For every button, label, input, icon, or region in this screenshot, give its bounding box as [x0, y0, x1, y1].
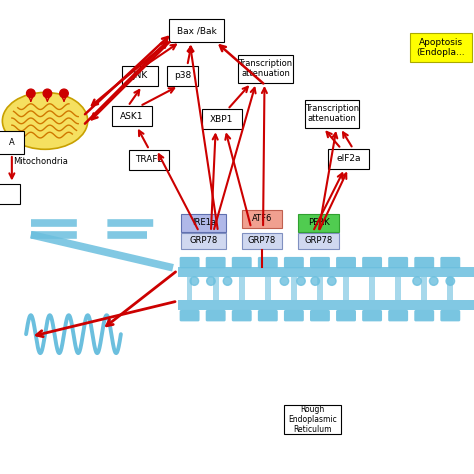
- Bar: [112, 106, 152, 126]
- Bar: [178, 267, 474, 277]
- Bar: [299, 233, 338, 249]
- Bar: [129, 150, 170, 170]
- Text: Transcription
attenuation: Transcription attenuation: [305, 104, 359, 123]
- Text: A: A: [9, 138, 15, 147]
- Text: GRP78: GRP78: [304, 237, 333, 245]
- Bar: [343, 277, 349, 300]
- Bar: [369, 277, 375, 300]
- Circle shape: [429, 277, 438, 285]
- Circle shape: [297, 277, 305, 285]
- Circle shape: [190, 277, 199, 285]
- FancyBboxPatch shape: [414, 257, 434, 268]
- FancyBboxPatch shape: [440, 257, 460, 268]
- Bar: [122, 66, 157, 86]
- Bar: [395, 277, 401, 300]
- Text: IRE1a: IRE1a: [192, 219, 216, 227]
- Text: ASK1: ASK1: [120, 112, 144, 120]
- Bar: [181, 214, 227, 232]
- FancyBboxPatch shape: [180, 257, 200, 268]
- Circle shape: [60, 89, 68, 98]
- Bar: [242, 210, 282, 228]
- FancyBboxPatch shape: [388, 257, 408, 268]
- FancyBboxPatch shape: [258, 257, 278, 268]
- FancyBboxPatch shape: [284, 310, 304, 321]
- Circle shape: [413, 277, 421, 285]
- Bar: [447, 277, 453, 300]
- Bar: [317, 277, 323, 300]
- FancyBboxPatch shape: [414, 310, 434, 321]
- Text: Rough
Endoplasmic
Reticulum: Rough Endoplasmic Reticulum: [289, 405, 337, 434]
- Text: TRAF2: TRAF2: [135, 155, 164, 164]
- Text: Bax /Bak: Bax /Bak: [177, 27, 217, 35]
- Bar: [202, 109, 242, 129]
- FancyBboxPatch shape: [362, 257, 382, 268]
- Bar: [0, 184, 20, 204]
- FancyBboxPatch shape: [388, 310, 408, 321]
- FancyBboxPatch shape: [206, 310, 226, 321]
- Bar: [421, 277, 427, 300]
- Circle shape: [280, 277, 289, 285]
- Bar: [284, 405, 341, 434]
- Circle shape: [223, 277, 232, 285]
- FancyBboxPatch shape: [336, 257, 356, 268]
- Bar: [239, 277, 245, 300]
- FancyBboxPatch shape: [180, 310, 200, 321]
- Circle shape: [207, 277, 215, 285]
- Text: XBP1: XBP1: [210, 115, 234, 124]
- Text: JNK: JNK: [132, 72, 147, 80]
- Text: Apoptosis
(Endopla...: Apoptosis (Endopla...: [417, 38, 465, 57]
- Text: Transcription
attenuation: Transcription attenuation: [238, 59, 292, 78]
- FancyBboxPatch shape: [310, 257, 330, 268]
- Text: p38: p38: [174, 72, 191, 80]
- Circle shape: [311, 277, 319, 285]
- Text: PERK: PERK: [308, 219, 329, 227]
- Bar: [181, 233, 227, 249]
- Text: GRP78: GRP78: [190, 237, 218, 245]
- Bar: [238, 55, 293, 83]
- FancyBboxPatch shape: [232, 257, 252, 268]
- Bar: [304, 100, 359, 128]
- FancyBboxPatch shape: [362, 310, 382, 321]
- FancyBboxPatch shape: [284, 257, 304, 268]
- Text: GRP78: GRP78: [248, 237, 276, 245]
- FancyBboxPatch shape: [232, 310, 252, 321]
- FancyBboxPatch shape: [336, 310, 356, 321]
- Bar: [410, 33, 472, 62]
- Circle shape: [43, 89, 52, 98]
- Bar: [169, 19, 224, 42]
- Bar: [328, 149, 368, 169]
- Circle shape: [446, 277, 455, 285]
- FancyBboxPatch shape: [310, 310, 330, 321]
- FancyBboxPatch shape: [258, 310, 278, 321]
- Text: ATF6: ATF6: [252, 215, 272, 223]
- Bar: [265, 277, 271, 300]
- FancyBboxPatch shape: [206, 257, 226, 268]
- Circle shape: [27, 89, 35, 98]
- Bar: [299, 214, 338, 232]
- FancyBboxPatch shape: [440, 310, 460, 321]
- Bar: [291, 277, 297, 300]
- Ellipse shape: [2, 92, 88, 149]
- Circle shape: [328, 277, 336, 285]
- Bar: [178, 300, 474, 310]
- Bar: [187, 277, 192, 300]
- Bar: [213, 277, 219, 300]
- Bar: [167, 66, 198, 86]
- Bar: [0, 131, 24, 154]
- Bar: [242, 233, 282, 249]
- Text: Mitochondria: Mitochondria: [13, 157, 68, 166]
- Text: eIF2a: eIF2a: [336, 155, 361, 163]
